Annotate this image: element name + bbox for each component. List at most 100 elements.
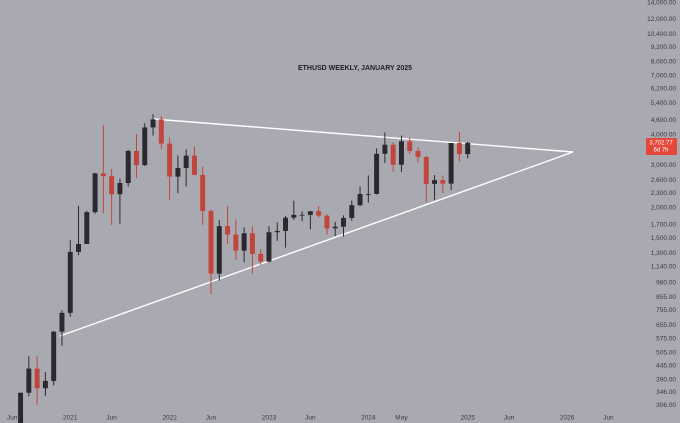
y-tick-label: 5,400.00 [651,100,677,107]
y-tick-label: 2,600.00 [651,177,677,184]
y-tick-label: 3,000.00 [651,162,677,169]
candle-body [34,368,40,389]
y-tick-label: 755.00 [656,307,676,314]
price-tag [646,138,677,155]
x-tick-label: May [395,415,408,422]
candle-body [407,141,413,151]
x-tick-label: Jun [603,415,614,422]
candle-body [200,175,206,211]
candle-body [191,155,197,176]
candle-body [142,127,148,166]
x-tick-label: Jun [7,415,18,422]
candle-body [423,156,429,184]
x-tick-label: Jun [305,415,316,422]
x-tick-label: Jun [206,415,217,422]
y-tick-label: 14,000.00 [647,0,676,7]
candle-body [167,143,173,177]
y-tick-label: 8,000.00 [651,59,677,66]
candle-body [365,193,371,195]
candle-body [324,215,330,229]
candle-body [133,150,139,166]
candle-body [448,143,454,184]
y-tick-label: 505.00 [656,349,676,356]
candle-body [150,119,156,128]
candle-body [382,144,388,154]
y-tick-label: 1,500.00 [651,235,677,242]
candle-body [283,217,289,231]
candle-body [18,392,24,423]
y-tick-label: 445.00 [656,363,676,370]
candle-body [249,233,255,254]
candle-body [183,155,189,168]
candles [18,114,471,423]
y-tick-label: 12,000.00 [647,16,676,23]
candle-body [208,210,214,274]
candle-body [84,212,90,244]
y-tick-label: 9,200.00 [651,44,677,51]
candle-body [316,211,322,216]
candle-body [225,226,231,235]
candle-body [307,211,313,215]
x-tick-label: 2025 [460,415,475,422]
candle-body [415,150,421,157]
x-tick-label: Jun [504,415,515,422]
candle-body [465,142,471,155]
candle-body [299,214,305,216]
y-tick-label: 390.00 [656,377,676,384]
y-tick-label: 1,140.00 [651,264,677,271]
candle-body [349,205,355,218]
chart-title: ETHUSD WEEKLY, JANUARY 2025 [298,65,412,72]
y-tick-label: 7,000.00 [651,73,677,80]
candle-body [456,143,462,155]
y-tick-label: 4,600.00 [651,117,677,124]
x-tick-label: 2021 [63,415,78,422]
candle-body [332,226,338,229]
candle-body [117,183,123,195]
candle-body [216,226,222,274]
candle-body [432,180,438,184]
y-tick-label: 10,400.00 [647,31,676,38]
x-tick-label: 2026 [560,415,575,422]
y-tick-label: 346.00 [656,389,676,396]
x-tick-label: 2022 [162,415,177,422]
candle-body [100,173,106,177]
candle-body [109,176,115,195]
last-price-label: 3,702.77 [649,141,673,147]
candle-body [59,312,65,332]
y-tick-label: 2,300.00 [651,190,677,197]
candle-body [76,243,82,252]
candle-body [258,253,264,262]
x-tick-label: 2024 [361,415,376,422]
candle-body [340,217,346,227]
lower-trendline [59,151,574,337]
y-tick-label: 1,300.00 [651,250,677,257]
y-tick-label: 855.00 [656,294,676,301]
candle-body [291,214,297,218]
candle-body [274,230,280,233]
candle-body [125,150,131,184]
candle-body [374,153,380,194]
y-tick-label: 6,200.00 [651,85,677,92]
candle-body [92,173,98,213]
upper-trendline [152,118,574,153]
x-tick-label: 2023 [262,415,277,422]
y-tick-label: 306.00 [656,402,676,409]
candle-body [390,144,396,165]
y-tick-label: 575.00 [656,336,676,343]
candle-body [158,119,164,144]
candle-body [440,180,446,184]
candle-body [266,232,272,262]
y-tick-label: 980.00 [656,280,676,287]
countdown-label: 6d 7h [653,148,668,154]
y-tick-label: 2,000.00 [651,204,677,211]
candle-body [357,193,363,206]
candle-body [241,233,247,251]
candle-body [42,380,48,389]
candle-body [67,251,73,313]
candle-body [398,141,404,165]
y-tick-label: 655.00 [656,322,676,329]
y-tick-label: 1,700.00 [651,222,677,229]
candle-body [26,368,32,393]
